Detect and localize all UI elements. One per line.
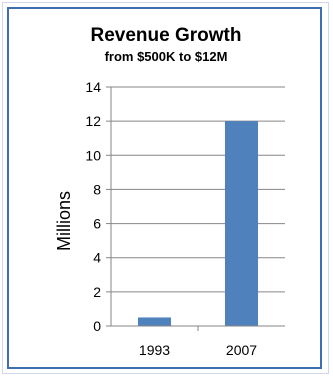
chart-subtitle: from $500K to $12M [105,49,228,64]
y-tick-label: 14 [85,79,101,95]
x-tick-label: 1993 [139,342,170,358]
bar-2007 [224,121,259,327]
y-tick-label: 0 [93,318,101,334]
y-tick-label: 2 [93,284,101,300]
bar-1993 [137,317,172,326]
x-tick-label: 2007 [226,342,257,358]
bars [137,121,259,327]
y-tick-label: 12 [85,113,101,129]
chart-frame [7,7,322,369]
y-tick-label: 6 [93,216,101,232]
gridlines [111,86,285,293]
x-tick-labels: 1993 2007 [139,342,257,358]
axes [110,87,285,331]
y-tick-label: 10 [85,147,101,163]
y-tick-label: 8 [93,181,101,197]
y-tick-labels: 0 2 4 6 8 10 12 14 [85,79,111,334]
chart-outer-border [2,2,329,374]
y-axis-label: Millions [54,191,74,251]
y-tick-label: 4 [93,250,101,266]
chart-title: Revenue Growth [91,25,242,46]
